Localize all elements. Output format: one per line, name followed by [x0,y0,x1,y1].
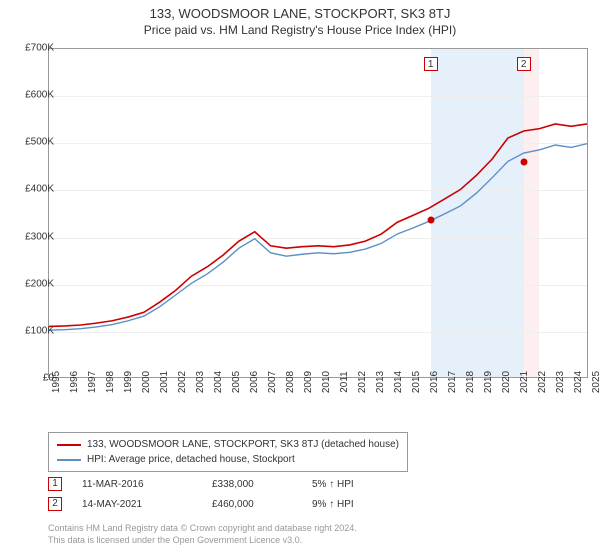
y-tick-label: £500K [25,137,54,148]
x-tick-label: 2007 [267,371,278,393]
sale-date: 14-MAY-2021 [82,499,212,510]
sale-marker-label: 1 [424,57,438,71]
x-tick-label: 2023 [555,371,566,393]
x-tick-label: 2024 [573,371,584,393]
sale-price: £460,000 [212,499,312,510]
sale-marker-label: 2 [517,57,531,71]
footnote: Contains HM Land Registry data © Crown c… [48,522,357,546]
x-tick-label: 2008 [285,371,296,393]
sales-table: 1 11-MAR-2016£338,0005% ↑ HPI 2 14-MAY-2021… [48,474,392,514]
plot-area: 12 [48,48,588,378]
x-tick-label: 2002 [177,371,188,393]
x-tick-label: 2005 [231,371,242,393]
x-tick-label: 2001 [159,371,170,393]
sale-row-marker: 2 [48,497,62,511]
sale-marker-dot [427,216,434,223]
x-tick-label: 1998 [105,371,116,393]
y-tick-label: £300K [25,231,54,242]
x-tick-label: 2011 [339,371,350,393]
chart-title: 133, WOODSMOOR LANE, STOCKPORT, SK3 8TJ [0,0,600,21]
legend-swatch [57,459,81,461]
y-tick-label: £700K [25,43,54,54]
x-tick-label: 1999 [123,371,134,393]
chart-container: 133, WOODSMOOR LANE, STOCKPORT, SK3 8TJ … [0,0,600,560]
sale-price: £338,000 [212,479,312,490]
footnote-line1: Contains HM Land Registry data © Crown c… [48,522,357,534]
sale-row: 1 11-MAR-2016£338,0005% ↑ HPI [48,474,392,494]
x-tick-label: 2003 [195,371,206,393]
y-tick-label: £200K [25,278,54,289]
sale-marker-dot [520,159,527,166]
x-tick-label: 2018 [465,371,476,393]
sale-vs-hpi: 9% ↑ HPI [312,499,392,510]
sale-row: 2 14-MAY-2021£460,0009% ↑ HPI [48,494,392,514]
x-tick-label: 1997 [87,371,98,393]
x-tick-label: 2006 [249,371,260,393]
legend-box: 133, WOODSMOOR LANE, STOCKPORT, SK3 8TJ … [48,432,408,472]
x-tick-label: 1996 [69,371,80,393]
legend-swatch [57,444,81,446]
x-tick-label: 2012 [357,371,368,393]
y-tick-label: £400K [25,184,54,195]
x-tick-label: 2017 [447,371,458,393]
sale-vs-hpi: 5% ↑ HPI [312,479,392,490]
legend-text: 133, WOODSMOOR LANE, STOCKPORT, SK3 8TJ … [87,437,399,452]
series-hpi [49,144,587,331]
x-tick-label: 2022 [537,371,548,393]
x-tick-label: 2013 [375,371,386,393]
lines-svg [49,49,587,377]
y-tick-label: £600K [25,90,54,101]
x-tick-label: 2015 [411,371,422,393]
series-price_paid [49,124,587,326]
x-tick-label: 2000 [141,371,152,393]
sale-row-marker: 1 [48,477,62,491]
x-tick-label: 2004 [213,371,224,393]
x-tick-label: 2009 [303,371,314,393]
sale-date: 11-MAR-2016 [82,479,212,490]
x-tick-label: 2021 [519,371,530,393]
x-tick-label: 2019 [483,371,494,393]
x-tick-label: 1995 [51,371,62,393]
footnote-line2: This data is licensed under the Open Gov… [48,534,357,546]
x-tick-label: 2016 [429,371,440,393]
x-tick-label: 2010 [321,371,332,393]
y-tick-label: £100K [25,325,54,336]
x-tick-label: 2020 [501,371,512,393]
x-tick-label: 2025 [591,371,600,393]
legend-item: 133, WOODSMOOR LANE, STOCKPORT, SK3 8TJ … [57,437,399,452]
legend-item: HPI: Average price, detached house, Stoc… [57,452,399,467]
legend-text: HPI: Average price, detached house, Stoc… [87,452,295,467]
x-tick-label: 2014 [393,371,404,393]
chart-subtitle: Price paid vs. HM Land Registry's House … [0,21,600,37]
